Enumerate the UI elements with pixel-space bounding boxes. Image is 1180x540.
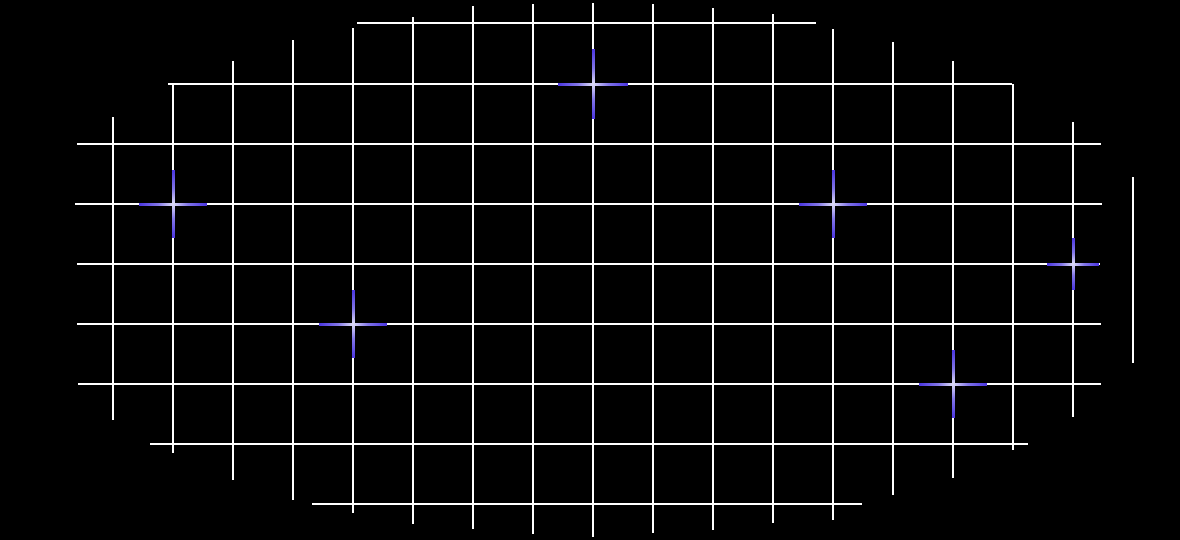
cross-arm-vertical [351,290,355,358]
alignment-cross-marker [558,49,628,119]
grid-line-horizontal [78,383,1101,385]
grid-line-horizontal [77,323,1101,325]
cross-arm-vertical [1071,238,1075,290]
grid-line-vertical [292,40,294,500]
grid-line-vertical [652,4,654,533]
alignment-cross-marker [799,170,867,238]
grid-line-vertical [1132,177,1134,363]
grid-line-horizontal [77,263,1100,265]
grid-line-horizontal [150,443,1028,445]
grid-line-vertical [892,42,894,495]
grid-line-vertical [112,117,114,420]
alignment-cross-marker [319,290,387,358]
grid-line-horizontal [77,143,1101,145]
cross-arm-vertical [171,170,175,238]
grid-line-vertical [1012,84,1014,450]
grid-line-vertical [352,28,354,513]
grid-line-vertical [412,17,414,524]
grid-line-vertical [232,61,234,480]
grid-line-vertical [832,29,834,520]
cross-arm-vertical [591,49,595,119]
grid-line-vertical [592,3,594,537]
grid-line-horizontal [357,22,816,24]
grid-line-vertical [532,4,534,534]
alignment-cross-marker [919,350,987,418]
grid-line-vertical [772,14,774,523]
alignment-cross-marker [139,170,207,238]
grid-line-vertical [172,84,174,453]
cross-arm-vertical [831,170,835,238]
grid-line-vertical [952,61,954,478]
grid-line-horizontal [312,503,862,505]
cross-arm-vertical [951,350,955,418]
grid-line-horizontal [75,203,1102,205]
grid-line-vertical [472,6,474,529]
alignment-cross-marker [1047,238,1099,290]
grid-line-vertical [712,8,714,530]
